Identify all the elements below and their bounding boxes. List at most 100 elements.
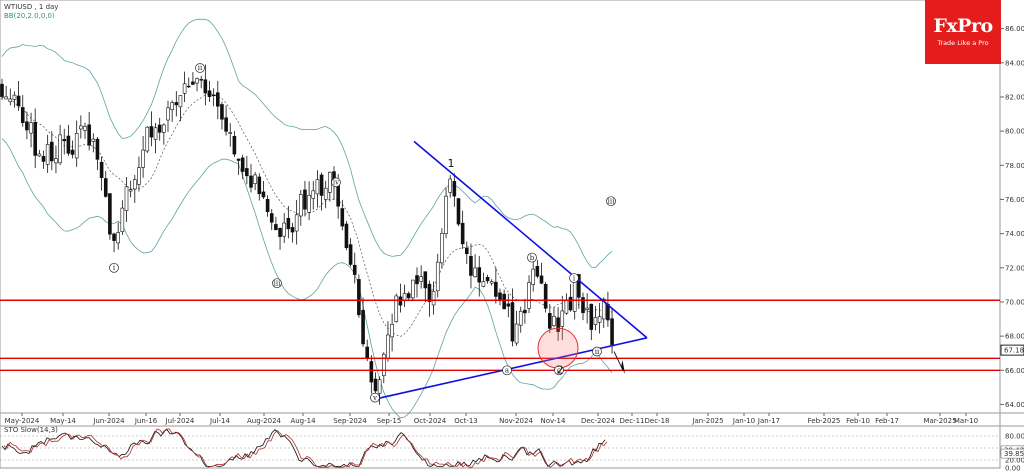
bb-middle-band [1, 93, 613, 337]
price-tick-label: 72.00 [1005, 264, 1024, 272]
price-tick-label: 78.00 [1005, 162, 1024, 170]
candle-body [348, 244, 353, 265]
candle-body [186, 85, 191, 88]
candle-body [87, 124, 91, 146]
candle-body [481, 281, 486, 287]
candle-body [174, 102, 179, 106]
wave-label-circle [569, 273, 579, 283]
candle-body [54, 158, 58, 164]
candle-body [352, 264, 357, 275]
candle-body [593, 317, 598, 325]
candle-body [523, 309, 527, 314]
symbol-label: WTIUSD , 1 day [4, 3, 58, 11]
candle-body [485, 277, 490, 282]
date-tick-label: Sep-2024 [333, 417, 367, 425]
stoch-value-label: 39.85 [1004, 450, 1024, 458]
price-tick-label: 70.00 [1005, 298, 1024, 306]
stoch-value-box [1000, 448, 1024, 459]
candle-body [581, 297, 585, 314]
candle-body [298, 194, 303, 217]
candle-body [610, 318, 614, 345]
support-resistance-lines [0, 299, 1000, 371]
candle-body [33, 122, 38, 156]
candle-body [527, 282, 531, 309]
candle-body [381, 353, 386, 376]
candle-body [95, 138, 100, 160]
candle-body [547, 313, 552, 329]
date-tick-label: Jun-2024 [92, 417, 125, 425]
candle-body [25, 121, 29, 131]
date-tick-label: Oct-13 [454, 417, 478, 425]
stoch-tick-label: 20.00 [1005, 457, 1024, 465]
candle-body [99, 161, 104, 178]
candle-body [552, 315, 556, 326]
candle-body [464, 247, 469, 255]
candle-body [406, 293, 411, 299]
candle-body [286, 218, 291, 230]
candle-body [211, 94, 216, 97]
candle-body [269, 213, 274, 223]
candle-body [58, 134, 62, 164]
price-tick-label: 68.00 [1005, 333, 1024, 341]
candle-body [253, 174, 257, 184]
price-tick-label: 74.00 [1005, 230, 1024, 238]
candle-body [386, 334, 390, 359]
candle-body [182, 83, 187, 94]
wave-label: i [113, 264, 116, 272]
candle-body [415, 275, 419, 285]
candle-body [207, 90, 212, 97]
candle-body [303, 189, 307, 210]
candle-body [452, 180, 457, 197]
date-tick-label: Mar-2025 [923, 417, 956, 425]
wave-label-circle [331, 177, 341, 188]
stoch-tick-label: 80.00 [1005, 433, 1024, 441]
candle-body [228, 132, 233, 134]
candle-body [178, 95, 183, 108]
candle-body [274, 224, 278, 231]
candle-body [440, 232, 444, 264]
candle-body [431, 291, 436, 306]
candle-body [435, 261, 440, 292]
price-tick-label: 86.00 [1005, 25, 1024, 33]
wave-label-circle [527, 252, 537, 263]
candle-body [8, 98, 13, 103]
brand-name: FxPro [933, 15, 993, 37]
candle-body [577, 274, 581, 298]
candle-body [340, 208, 345, 227]
candle-body [124, 186, 129, 212]
candle-body [560, 310, 565, 327]
date-tick-label: Mar-10 [954, 417, 978, 425]
candle-body [166, 107, 170, 121]
candle-body [236, 158, 241, 161]
date-tick-label: Feb-17 [875, 417, 899, 425]
candle-body [419, 276, 423, 282]
wave-label: iv [333, 179, 339, 187]
candle-body [344, 223, 349, 249]
candle-body [265, 199, 270, 213]
candle-body [41, 156, 46, 162]
candle-body [141, 149, 145, 168]
wave-label: iii [274, 279, 281, 287]
candle-body [290, 227, 295, 233]
candle-body [377, 379, 382, 394]
candle-body [278, 228, 282, 237]
candle-body [199, 79, 203, 81]
candle-body [203, 79, 208, 94]
date-tick-label: Jan-17 [757, 417, 780, 425]
candle-body [66, 135, 71, 154]
wave-label-circle [195, 63, 205, 73]
candle-body [568, 296, 573, 311]
candle-body [0, 83, 4, 97]
date-tick-label: Oct-2024 [414, 417, 447, 425]
candle-body [518, 311, 523, 326]
date-tick-label: May-14 [50, 417, 76, 425]
highlight-circle [537, 327, 579, 369]
candle-body [473, 267, 477, 278]
candle-body [369, 361, 374, 383]
candle-body [506, 303, 511, 307]
date-tick-label: Aug-14 [290, 417, 316, 425]
candle-body [62, 139, 67, 142]
